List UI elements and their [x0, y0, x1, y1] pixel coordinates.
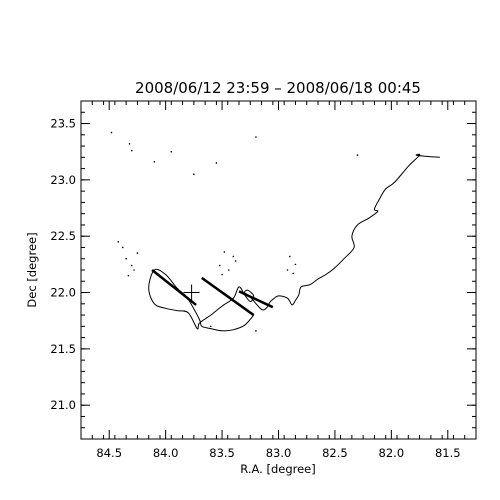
scatter-point	[110, 131, 113, 134]
y-tick-label: 21.0	[50, 398, 76, 412]
scatter-point	[228, 269, 230, 271]
y-tick-label: 23.5	[50, 117, 76, 131]
x-tick-label: 83.5	[209, 446, 235, 460]
scatter-point	[127, 274, 130, 277]
x-tick-label: 84.0	[153, 446, 179, 460]
scatter-point	[288, 255, 291, 258]
y-axis: 21.0 21.5 22.0 22.5 23.0 23.5	[50, 100, 476, 429]
x-axis: 84.5 84.0 83.5 83.0 82.5 82.0 81.5	[80, 101, 477, 460]
x-tick-label: 82.5	[322, 446, 348, 460]
y-tick-label: 21.5	[50, 342, 76, 356]
chart-title: 2008/06/12 23:59 – 2008/06/18 00:45	[135, 79, 421, 97]
scatter-point	[221, 273, 223, 276]
scatter-point	[128, 143, 131, 145]
scatter-point	[193, 173, 195, 176]
y-tick-label: 22.0	[50, 286, 76, 300]
scatter-point	[223, 251, 226, 253]
scatter-point	[356, 154, 359, 156]
scatter-point	[286, 269, 289, 271]
scatter-point	[153, 161, 156, 163]
diagonal-segment	[151, 269, 197, 306]
scatter-point	[255, 330, 257, 332]
x-tick-label: 81.5	[435, 446, 461, 460]
x-tick-label: 82.0	[379, 446, 405, 460]
track-layer	[148, 153, 440, 332]
diagonal-segment	[238, 290, 274, 309]
x-axis-label: R.A. [degree]	[240, 462, 316, 476]
scatter-point	[133, 269, 135, 271]
scatter-point	[255, 136, 257, 138]
scatter-point	[292, 272, 294, 275]
scatter-point	[130, 149, 133, 152]
y-axis-label: Dec [degree]	[25, 232, 39, 307]
scatter-point	[215, 162, 218, 164]
scatter-point	[232, 255, 235, 258]
plot-frame	[80, 100, 477, 440]
scatter-points	[110, 131, 359, 332]
x-tick-label: 84.5	[96, 446, 122, 460]
scatter-point	[294, 263, 297, 266]
scatter-point	[130, 264, 133, 267]
y-tick-label: 22.5	[50, 229, 76, 243]
scatter-point	[219, 264, 221, 267]
scatter-point	[170, 150, 173, 153]
y-tick-label: 23.0	[50, 173, 76, 187]
scatter-point	[117, 241, 120, 243]
diagonal-segments	[151, 269, 274, 317]
scatter-point	[209, 325, 212, 328]
diagonal-segment	[201, 276, 255, 317]
scatter-point	[136, 252, 139, 254]
x-tick-label: 83.0	[266, 446, 292, 460]
scatter-point	[121, 246, 124, 249]
scatter-point	[234, 260, 237, 262]
track-line	[148, 153, 440, 332]
scatter-point	[125, 257, 127, 260]
position-marker	[183, 284, 200, 301]
